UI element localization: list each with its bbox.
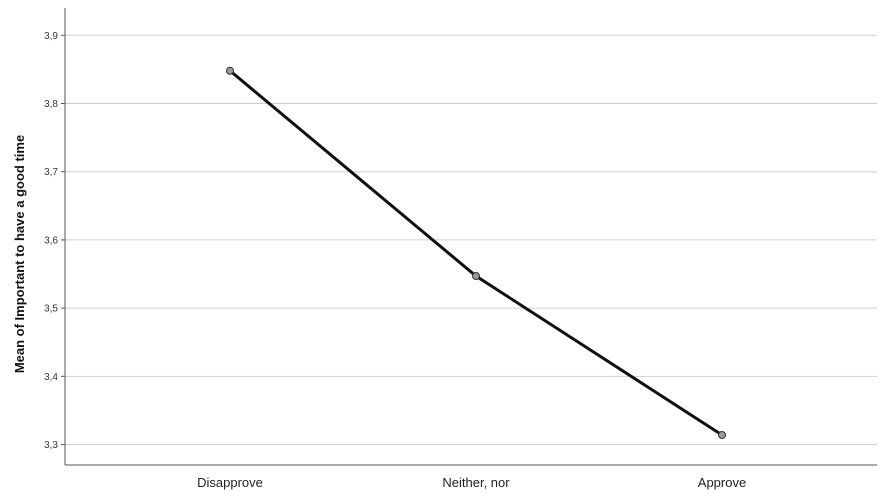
y-tick-label: 3,6 — [44, 235, 58, 246]
gridlines — [65, 34, 877, 446]
data-point — [718, 430, 726, 439]
series — [226, 66, 726, 439]
x-tick-label: Neither, nor — [442, 475, 510, 490]
y-tick-label: 3,3 — [44, 440, 58, 451]
series-line — [229, 69, 723, 437]
y-axis-title: Mean of Important to have a good time — [12, 135, 27, 373]
y-tick-label: 3,7 — [44, 167, 58, 178]
axes — [61, 8, 877, 466]
data-point — [472, 272, 480, 281]
x-tick-label: Disapprove — [197, 475, 263, 490]
x-tick-labels: Disapprove Neither, nor Approve — [197, 475, 746, 490]
y-tick-labels: 3,3 3,4 3,5 3,6 3,7 3,8 3,9 — [44, 31, 58, 451]
y-tick-label: 3,8 — [44, 99, 58, 110]
y-tick-label: 3,5 — [44, 304, 58, 315]
x-tick-label: Approve — [698, 475, 746, 490]
y-tick-label: 3,9 — [44, 31, 58, 42]
data-point — [226, 66, 234, 75]
y-tick-label: 3,4 — [44, 372, 58, 383]
